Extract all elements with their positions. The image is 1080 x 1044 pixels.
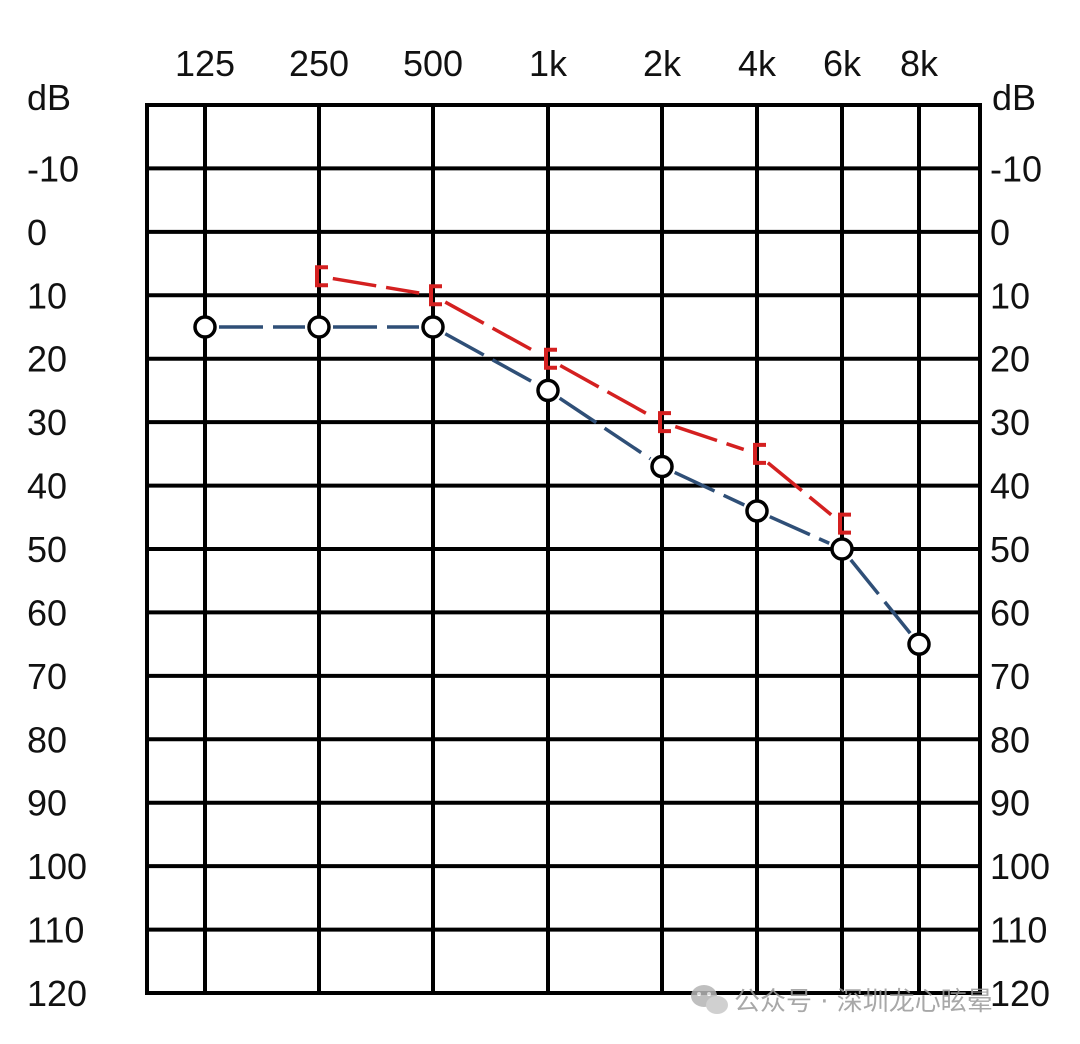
y-tick-label-left-20: 20 [27,339,67,380]
x-tick-label-250: 250 [289,43,349,84]
y-tick-label-right-70: 70 [990,656,1030,697]
point-bracket-250 [315,265,328,288]
series-bracket-segment-4 [766,461,833,517]
series-circle-segment-6 [849,558,912,635]
y-tick-label-right-120: 120 [990,973,1050,1014]
y-tick-label-left-70: 70 [27,656,67,697]
series-circle [193,315,931,656]
point-circle-500 [421,315,445,339]
point-circle-8k [907,632,931,656]
y-tick-label-right-80: 80 [990,719,1030,760]
y-tick-label-left-0: 0 [27,212,47,253]
watermark-text: 公众号 · 深圳龙心眩晕 [734,987,993,1017]
point-circle-6k [830,537,854,561]
x-tick-label-1k: 1k [529,43,568,84]
point-bracket-6k [838,512,851,535]
y-unit-label-right: dB [992,77,1036,118]
x-tick-label-6k: 6k [823,43,862,84]
y-tick-labels-left: -10 0 10 20 30 40 50 60 70 80 90 100 110 120 [27,148,87,1014]
y-tick-label-right-90: 90 [990,783,1030,824]
y-tick-label-left-80: 80 [27,719,67,760]
y-tick-label-left-110: 110 [27,910,84,951]
series-circle-segment-4 [673,470,746,507]
y-tick-label-right-40: 40 [990,466,1030,507]
point-bracket-500 [429,284,442,307]
point-circle-2k [650,454,674,479]
x-tick-labels: 125 250 500 1k 2k 4k 6k 8k [175,43,939,84]
series-bracket [315,265,851,535]
y-tick-labels-right: -10 0 10 20 30 40 50 60 70 80 90 100 110 120 [990,148,1050,1014]
y-tick-label-right-50: 50 [990,529,1030,570]
wechat-icon [691,985,728,1014]
point-bracket-4k [753,442,766,465]
point-circle-250 [307,315,331,339]
series-bracket-segment-1 [444,300,537,354]
series-bracket-segment-0 [332,276,420,295]
series-bracket-segment-2 [559,363,651,417]
x-tick-label-8k: 8k [900,43,939,84]
watermark: 公众号 · 深圳龙心眩晕 [691,985,993,1017]
y-tick-label-left--10: -10 [27,148,79,189]
y-tick-label-left-100: 100 [27,846,87,887]
point-circle-1k [536,378,560,403]
y-tick-label-right-110: 110 [990,910,1047,951]
y-tick-label-right-30: 30 [990,402,1030,443]
y-tick-label-left-60: 60 [27,592,67,633]
series-bracket-segment-3 [674,424,745,452]
x-tick-label-125: 125 [175,43,235,84]
point-circle-125 [193,315,217,339]
point-bracket-2k [658,411,671,434]
y-tick-label-right--10: -10 [990,148,1042,189]
x-tick-label-4k: 4k [738,43,777,84]
y-tick-label-left-30: 30 [27,402,67,443]
y-tick-label-left-50: 50 [27,529,67,570]
y-tick-label-right-10: 10 [990,275,1030,316]
point-circle-4k [745,499,769,523]
y-unit-label-left: dB [27,77,71,118]
y-tick-label-right-100: 100 [990,846,1050,887]
y-tick-label-left-120: 120 [27,973,87,1014]
y-tick-label-left-10: 10 [27,275,67,316]
grid [145,103,982,995]
y-tick-label-left-40: 40 [27,466,67,507]
y-tick-label-right-0: 0 [990,212,1010,253]
point-bracket-1k [544,347,557,370]
series-layer [193,265,931,656]
y-tick-label-right-20: 20 [990,339,1030,380]
y-tick-label-left-90: 90 [27,783,67,824]
series-circle-segment-2 [444,332,537,386]
x-tick-label-2k: 2k [643,43,682,84]
x-tick-label-500: 500 [403,43,463,84]
series-circle-segment-3 [558,396,652,461]
series-circle-segment-5 [769,515,830,545]
y-tick-label-right-60: 60 [990,592,1030,633]
